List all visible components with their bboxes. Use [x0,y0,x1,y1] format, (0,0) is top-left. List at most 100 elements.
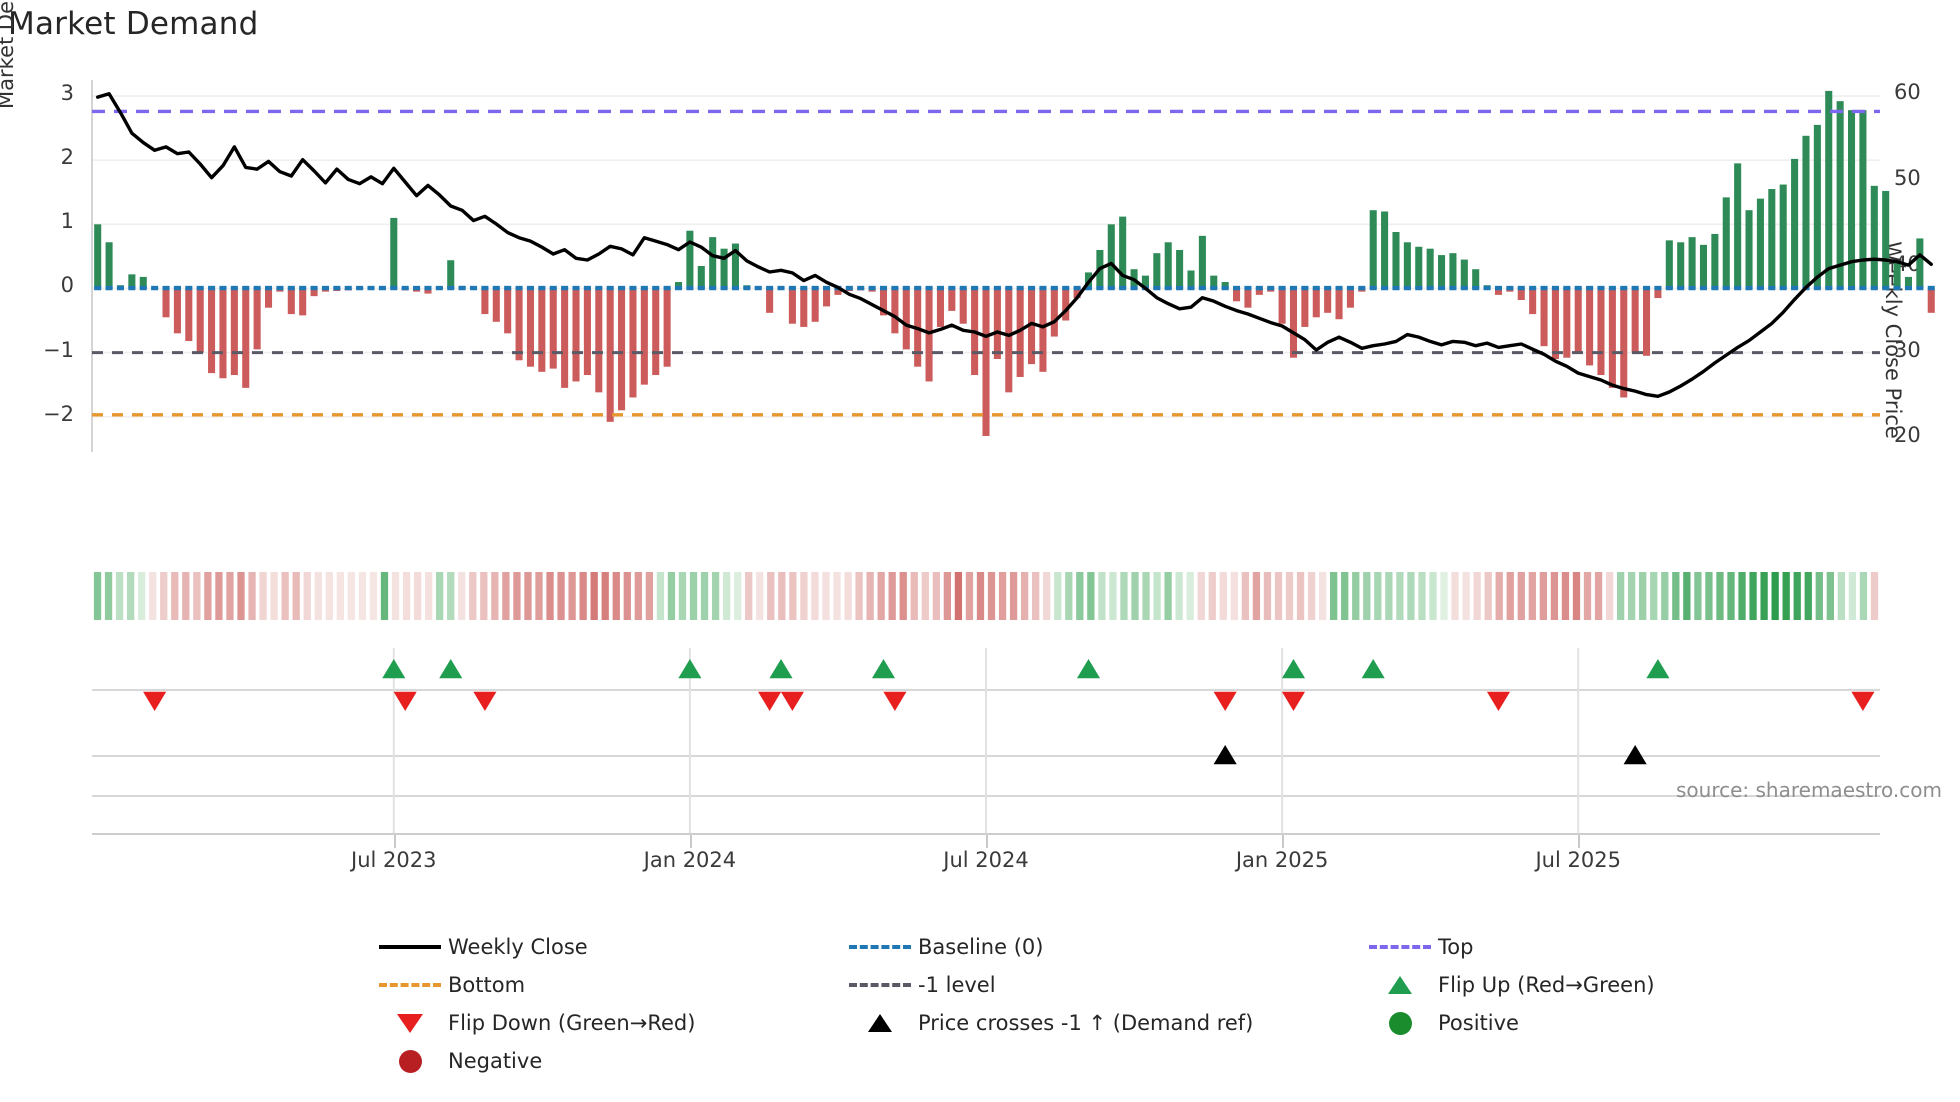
legend-item[interactable]: Bottom [372,966,842,1004]
demand-bar [1426,248,1434,289]
baseline-segment [1699,285,1708,291]
heatmap-cell [601,572,609,620]
legend-item[interactable]: Top [1362,928,1792,966]
baseline-segment [458,285,466,291]
legend-item[interactable]: Positive [1362,1004,1792,1042]
y-tick-right: 30 [1894,337,1921,362]
demand-bar [1665,240,1673,289]
baseline-segment [1734,285,1742,291]
baseline-segment [1768,285,1776,291]
legend-item[interactable]: Weekly Close [372,928,842,966]
legend-item[interactable]: Flip Down (Green→Red) [372,1004,842,1042]
baseline-segment [1836,285,1844,291]
heatmap-cell [524,572,532,620]
baseline-segment [1369,285,1377,291]
x-tick: Jan 2025 [1235,848,1329,872]
heatmap-cell [237,572,245,620]
heatmap-cell [722,572,731,620]
baseline-segment [1153,285,1161,291]
baseline-segment [777,285,785,291]
baseline-segment [697,285,705,291]
flip-down-marker [393,691,417,711]
baseline-segment [1267,285,1275,291]
heatmap-cell [954,572,963,620]
baseline-segment [640,285,648,291]
baseline-segment [1164,285,1172,291]
line-swatch-icon [379,945,441,949]
legend-item[interactable]: Price crosses -1 ↑ (Demand ref) [842,1004,1362,1042]
baseline-segment [652,285,660,291]
baseline-segment [857,285,865,291]
baseline-segment [1927,285,1935,291]
heatmap-cell [833,572,841,620]
baseline-segment [1244,285,1252,291]
heatmap-cell [1859,572,1868,620]
heatmap-cell [226,572,234,620]
baseline-segment [1904,285,1913,291]
demand-bar [1289,288,1298,358]
heatmap-cell [458,572,466,620]
baseline-segment [1176,285,1184,291]
baseline-segment [1745,285,1753,291]
baseline-segment [583,285,591,291]
heatmap-cell [391,572,400,620]
page-title: Market Demand [8,6,259,42]
baseline-segment [720,285,728,291]
heatmap-cell [1429,572,1437,620]
legend-circle-icon [1362,1011,1438,1035]
legend-item[interactable]: -1 level [842,966,1362,1004]
demand-bar [1460,259,1468,289]
demand-bar [1255,288,1263,295]
baseline-segment [196,285,204,291]
legend-label: Price crosses -1 ↑ (Demand ref) [918,1011,1254,1035]
heatmap-cell [1009,572,1018,620]
heatmap-cell [1142,572,1150,620]
flip-up-marker [1076,659,1101,679]
heatmap-cell [590,572,598,620]
heatmap-cell [1285,572,1294,620]
demand-bar [902,288,910,350]
baseline-segment [1381,285,1389,291]
baseline-segment [1608,285,1616,291]
demand-bar [652,288,660,376]
heatmap-cell [1583,572,1592,620]
baseline-segment [151,285,159,291]
legend-item[interactable]: Flip Up (Red→Green) [1362,966,1792,1004]
demand-bar [1688,237,1696,289]
legend-label: Baseline (0) [918,935,1044,959]
heatmap-cell [899,572,907,620]
legend-triangle-down-icon [372,1013,448,1033]
baseline-segment [424,285,432,291]
baseline-segment [310,285,318,291]
baseline-segment [914,285,922,291]
heatmap-cell [932,572,940,620]
x-tick-mark [986,834,988,848]
baseline-segment [823,285,831,291]
heatmap-cell [193,572,201,620]
baseline-segment [868,285,876,291]
heatmap-cell [380,572,389,620]
heatmap-cell [480,572,488,620]
heatmap-cell [1076,572,1084,620]
heatmap-cell [1451,572,1459,620]
demand-bar [1335,288,1343,320]
baseline-segment [993,285,1001,291]
heatmap-cell [1550,572,1559,620]
baseline-segment [1529,285,1537,291]
demand-bar [481,288,489,315]
flip-down-marker [1213,691,1237,711]
legend-item[interactable]: Negative [372,1042,842,1080]
demand-bar [834,288,842,295]
demand-bar [1791,158,1799,289]
heatmap-cell [502,572,510,620]
demand-bar [196,288,204,353]
baseline-segment [1882,285,1890,291]
triangle-up-icon [868,1014,892,1032]
heatmap-cell [1197,572,1205,620]
legend-item[interactable]: Baseline (0) [842,928,1362,966]
x-tick: Jul 2025 [1535,848,1621,872]
demand-bar [1312,288,1320,318]
baseline-segment [504,285,512,291]
heatmap-cell [987,572,996,620]
baseline-segment [390,285,398,291]
